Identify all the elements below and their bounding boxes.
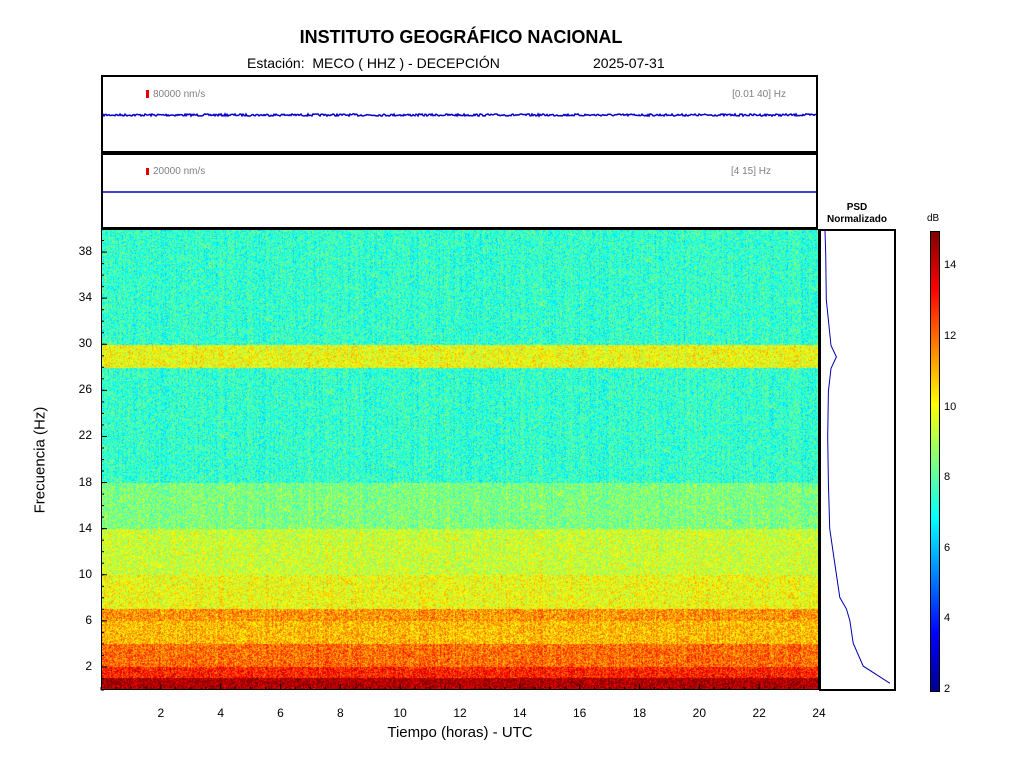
psd-panel — [819, 229, 896, 691]
trace-scale-label: 80000 nm/s — [153, 89, 206, 100]
x-tick-label: 2 — [157, 706, 165, 720]
colorbar-tick-label: 8 — [944, 471, 951, 484]
x-axis-label: Tiempo (horas) - UTC — [387, 724, 533, 741]
psd-title: PSD Normalizado — [812, 202, 902, 226]
psd-title-line1: PSD — [846, 202, 868, 213]
x-tick-label: 6 — [277, 706, 284, 720]
seismogram-broadband: 80000 nm/s [0.01 40] Hz — [101, 75, 818, 153]
y-tick-label: 6 — [85, 612, 92, 627]
x-tick-label: 14 — [513, 706, 527, 720]
x-tick-label: 8 — [336, 706, 344, 720]
station-label: Estación: — [247, 55, 305, 71]
seismogram-filtered: 20000 nm/s [4 15] Hz — [101, 153, 818, 229]
x-tick-label: 18 — [632, 706, 647, 720]
x-tick-label: 12 — [453, 706, 467, 720]
x-tick-label: 22 — [752, 706, 766, 720]
y-tick-label: 30 — [78, 336, 92, 351]
colorbar-tick-label: 4 — [944, 612, 951, 625]
x-tick-label: 4 — [217, 706, 224, 720]
colorbar-tick-label: 6 — [944, 541, 951, 554]
trace-line — [103, 191, 816, 193]
y-tick-label: 38 — [78, 244, 92, 259]
x-tick-label: 16 — [572, 706, 587, 720]
spectrogram-image — [102, 230, 818, 689]
trace-band-label: [4 15] Hz — [730, 166, 771, 177]
colorbar-tick-label: 12 — [944, 329, 957, 342]
trace-scale-label: 20000 nm/s — [153, 166, 206, 177]
x-tick-label: 10 — [393, 706, 407, 720]
y-tick-label: 18 — [78, 474, 92, 489]
trace-band-label: [0.01 40] Hz — [732, 89, 786, 100]
y-tick-label: 2 — [85, 658, 92, 673]
colorbar — [930, 231, 940, 692]
x-tick-label: 20 — [692, 706, 706, 720]
colorbar-tick-label: 10 — [944, 400, 957, 413]
colorbar-tick-label: 14 — [944, 259, 957, 272]
trace-line — [103, 112, 816, 118]
scale-bar — [146, 168, 149, 175]
psd-curve — [824, 230, 891, 684]
scale-bar — [146, 90, 149, 98]
x-tick-label: 24 — [812, 706, 826, 720]
y-axis-label: Frecuencia (Hz) — [31, 406, 49, 514]
station-name: MECO ( HHZ ) - DECEPCIÓN — [312, 55, 500, 71]
date-label: 2025-07-31 — [593, 55, 665, 71]
y-tick-label: 34 — [78, 290, 92, 305]
colorbar-tick-label: 2 — [944, 683, 951, 695]
psd-title-line2: Normalizado — [826, 214, 887, 225]
chart-title: INSTITUTO GEOGRÁFICO NACIONAL — [299, 27, 623, 47]
y-tick-label: 22 — [78, 428, 92, 443]
y-tick-label: 10 — [78, 566, 92, 581]
station-line: Estación: MECO ( HHZ ) - DECEPCIÓN — [247, 55, 500, 71]
y-tick-label: 26 — [78, 382, 92, 397]
colorbar-unit: dB — [927, 213, 940, 224]
y-tick-label: 14 — [78, 520, 92, 535]
